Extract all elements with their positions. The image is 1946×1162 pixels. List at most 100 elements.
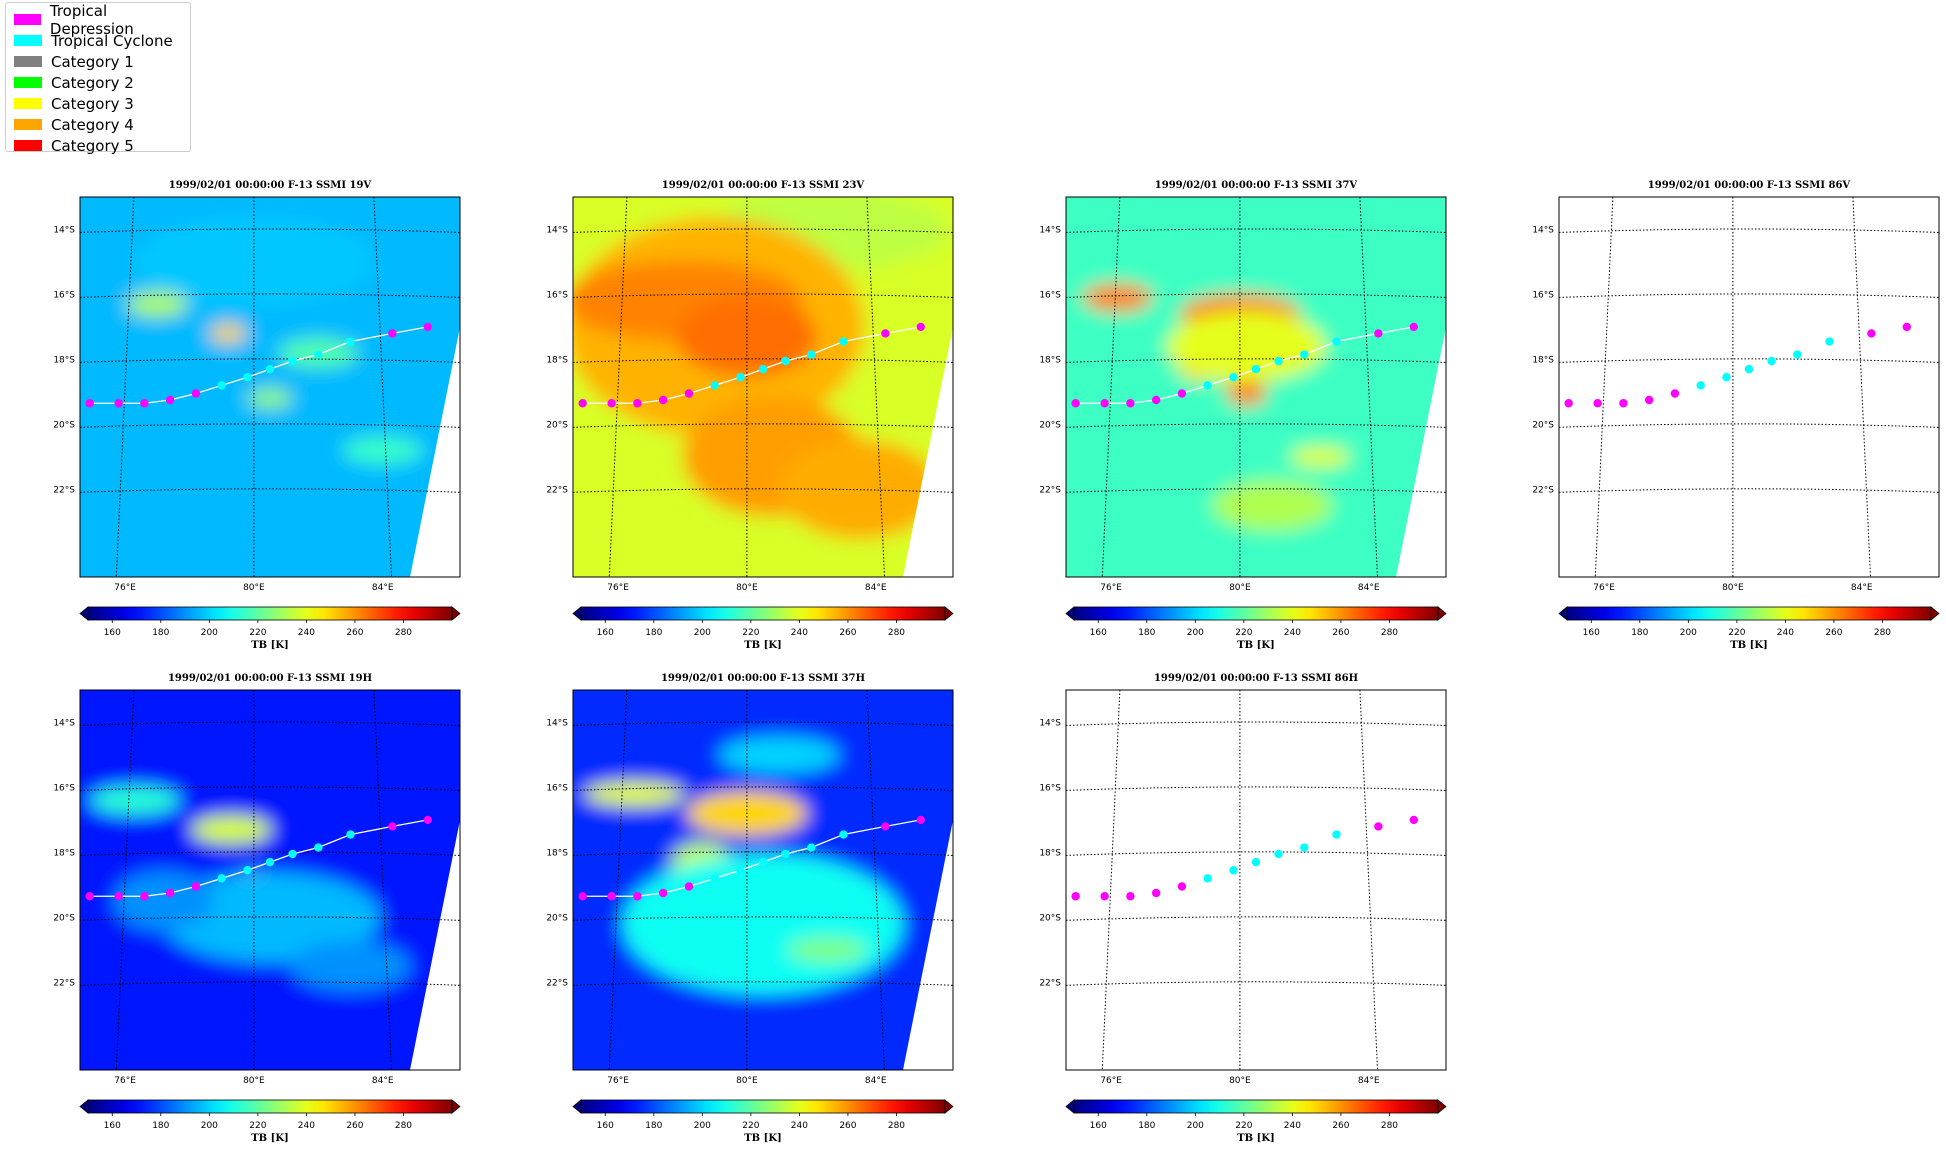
grid-lat (80, 488, 460, 493)
grid-lat (80, 916, 460, 921)
colorbar-tick-label: 200 (694, 628, 711, 638)
tb-region (248, 389, 292, 408)
grid-lat (1559, 293, 1939, 298)
colorbar-extend-high (451, 606, 461, 621)
track-point (1793, 350, 1802, 359)
colorbar-tick-label: 240 (1777, 628, 1794, 638)
track-point (1071, 892, 1080, 901)
legend-swatch (14, 98, 42, 109)
track-point (423, 815, 432, 825)
track-point (1071, 399, 1080, 408)
track-point (607, 399, 616, 408)
track-point (1126, 399, 1135, 408)
track-point (1564, 399, 1573, 408)
colorbar-label: TB [K] (744, 1133, 782, 1144)
grid-lat (1066, 786, 1446, 791)
panel-title: 1999/02/01 00:00:00 F-13 SSMI 86V (1648, 180, 1851, 191)
colorbar-tick-label: 220 (1235, 1121, 1252, 1131)
track-point (314, 350, 323, 359)
legend-swatch (14, 140, 42, 151)
ytick-label: 14°S (1039, 225, 1061, 235)
ytick-label: 22°S (1532, 485, 1554, 495)
grid-lat (1066, 916, 1446, 921)
track-point (217, 381, 226, 390)
panel-title: 1999/02/01 00:00:00 F-13 SSMI 37H (661, 673, 865, 684)
ytick-label: 16°S (53, 783, 75, 793)
ytick-label: 18°S (546, 848, 568, 858)
colorbar-extend-low (572, 606, 582, 621)
xtick-label: 76°E (1100, 583, 1122, 593)
grid-lat (80, 293, 460, 298)
colorbar-tick-label: 280 (395, 1121, 412, 1131)
track-point (1409, 322, 1418, 332)
track-point (916, 815, 925, 825)
colorbar-tick-label: 180 (1138, 1121, 1155, 1131)
colorbar-tick-label: 200 (694, 1121, 711, 1131)
grid-lon (373, 197, 393, 577)
tb-region (1290, 446, 1351, 467)
ytick-label: 20°S (546, 913, 568, 923)
panel-title: 1999/02/01 00:00:00 F-13 SSMI 23V (662, 180, 865, 191)
xtick-label: 80°E (1722, 583, 1744, 593)
tb-region (1166, 311, 1327, 382)
plot-frame (1065, 689, 1447, 1071)
colorbar: 160 180 200 220 240 260 280 TB [K] (572, 1099, 954, 1144)
plot-area (573, 197, 953, 577)
track-point (165, 888, 175, 898)
track-point (1374, 329, 1383, 338)
track-point (1902, 322, 1911, 332)
colorbar-tick-label: 220 (1728, 628, 1745, 638)
xtick-label: 76°E (114, 583, 136, 593)
grid-lat (80, 423, 460, 428)
ytick-label: 14°S (1039, 718, 1061, 728)
legend-label: Category 5 (51, 136, 134, 155)
ytick-label: 16°S (546, 783, 568, 793)
colorbar-tick-label: 220 (249, 1121, 266, 1131)
tb-region (290, 941, 411, 992)
colorbar-tick-label: 260 (839, 1121, 856, 1131)
grid-lat (1066, 851, 1446, 856)
plot-frame (572, 196, 954, 578)
grid-lon (608, 690, 628, 1070)
ytick-label: 22°S (546, 485, 568, 495)
ytick-label: 14°S (546, 718, 568, 728)
grid-lon (1852, 197, 1872, 577)
track-point (1332, 337, 1341, 346)
ytick-label: 20°S (53, 420, 75, 430)
colorbar-tick-label: 280 (395, 628, 412, 638)
colorbar-extend-high (1437, 1099, 1447, 1114)
tb-field (573, 197, 953, 577)
grid-lon (1101, 690, 1121, 1070)
tb-region (1082, 283, 1153, 312)
xtick-label: 80°E (1229, 1076, 1251, 1086)
legend-item: Category 5 (14, 135, 134, 156)
colorbar: 160 180 200 220 240 260 280 TB [K] (79, 606, 461, 651)
colorbar-tick-label: 160 (104, 628, 121, 638)
track-point (1409, 815, 1418, 825)
tb-field (80, 197, 460, 577)
tb-region (342, 436, 423, 465)
grid-lat (1559, 423, 1939, 428)
tb-region (191, 815, 272, 844)
legend-item: Category 3 (14, 93, 134, 114)
colorbar-extend-high (1437, 606, 1447, 621)
grid-lat (573, 981, 953, 986)
plot-frame (79, 196, 461, 578)
plot-area (80, 197, 460, 577)
swath-gap (903, 820, 953, 1070)
ytick-label: 16°S (53, 290, 75, 300)
tb-region (787, 937, 868, 962)
plot-area (80, 690, 460, 1070)
colorbar-tick-label: 240 (298, 628, 315, 638)
track-point (314, 843, 323, 852)
legend-label: Category 4 (51, 115, 134, 134)
xtick-label: 80°E (243, 583, 265, 593)
grid-lat (573, 851, 953, 856)
legend-label: Category 3 (51, 94, 134, 113)
colorbar: 160 180 200 220 240 260 280 TB [K] (572, 606, 954, 651)
track-point (1203, 874, 1212, 883)
colorbar-tick-label: 220 (742, 628, 759, 638)
colorbar: 160 180 200 220 240 260 280 TB [K] (1065, 1099, 1447, 1144)
track-point (288, 356, 297, 366)
colorbar-tick-label: 180 (152, 1121, 169, 1131)
